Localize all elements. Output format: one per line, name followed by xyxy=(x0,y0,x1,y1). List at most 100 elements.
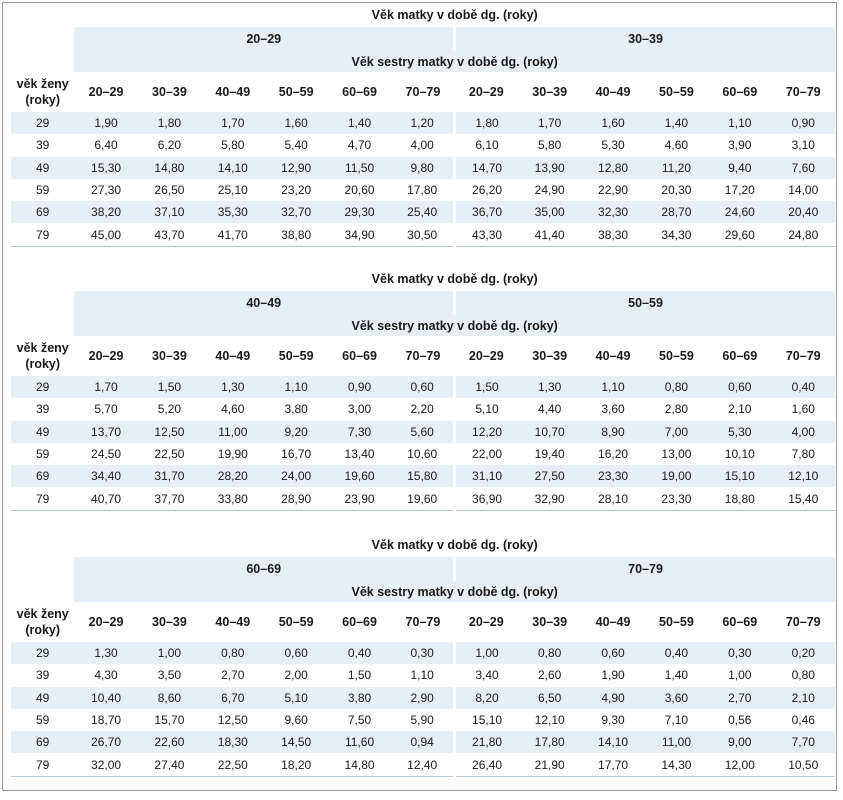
table-cell: 3,60 xyxy=(601,402,625,417)
column-header: 70–79 xyxy=(405,615,441,629)
mother-age-group-left: 20–29 xyxy=(74,27,455,51)
table-cell: 0,60 xyxy=(581,642,645,665)
table-cell: 40,70 xyxy=(74,487,138,511)
table-title: Věk matky v době dg. (roky) xyxy=(371,272,538,286)
table-cell: 0,30 xyxy=(708,642,772,665)
table-cell: 5,60 xyxy=(391,420,455,443)
data-table: Věk matky v době dg. (roky) 20–29 30–39 Věk… xyxy=(11,3,835,247)
table-cell: 38,30 xyxy=(581,223,645,247)
table-cell: 4,00 xyxy=(771,420,835,443)
column-header: 50–59 xyxy=(659,615,694,629)
table-row: 59 24,50 22,50 19,90 16,70 13,40 10,60 22,00 19,… xyxy=(11,442,835,466)
table-cell: 20,40 xyxy=(771,201,835,224)
row-age: 49 xyxy=(11,686,75,709)
column-header: 50–59 xyxy=(278,615,314,629)
row-header-line2: (roky) xyxy=(25,357,61,371)
column-header: 20–29 xyxy=(88,615,124,629)
sister-age-subtitle: Věk sestry matky v době dg. (roky) xyxy=(74,581,835,602)
table-cell: 2,70 xyxy=(221,668,245,683)
table-title: Věk matky v době dg. (roky) xyxy=(371,538,538,552)
row-header-line1: věk ženy xyxy=(16,77,69,91)
table-cell: 28,10 xyxy=(581,487,645,511)
table-cell: 1,00 xyxy=(728,668,752,683)
mother-age-group-left: 40–49 xyxy=(74,291,455,315)
table-row: 49 13,70 12,50 11,00 9,20 7,30 5,60 12,20 10,70 8… xyxy=(11,420,835,443)
table-cell: 5,30 xyxy=(708,420,772,443)
table-cell: 31,70 xyxy=(137,465,202,488)
table-cell: 9,60 xyxy=(284,713,308,728)
row-age: 39 xyxy=(36,668,50,683)
table-cell: 0,60 xyxy=(264,642,328,665)
sister-age-subtitle: Věk sestry matky v době dg. (roky) xyxy=(74,51,835,72)
table-cell: 32,90 xyxy=(518,487,582,511)
column-header: 60–69 xyxy=(342,85,377,99)
table-cell: 13,70 xyxy=(74,420,138,443)
table-cell: 24,00 xyxy=(264,465,328,488)
table-cell: 21,80 xyxy=(453,731,518,754)
row-age: 69 xyxy=(11,731,75,754)
table-cell: 5,10 xyxy=(264,686,328,709)
table-cell: 3,40 xyxy=(453,664,518,687)
table-cell: 7,50 xyxy=(347,713,372,728)
column-header: 50–59 xyxy=(659,85,694,99)
table-cell: 14,80 xyxy=(137,156,202,179)
table-cell: 1,10 xyxy=(264,376,328,399)
table-cell: 43,30 xyxy=(453,223,518,247)
row-age: 39 xyxy=(36,402,50,417)
table-cell: 45,00 xyxy=(74,223,138,247)
table-cell: 0,80 xyxy=(518,642,582,665)
table-cell: 12,10 xyxy=(534,713,565,728)
column-header: 30–39 xyxy=(532,615,568,629)
table-cell: 10,10 xyxy=(724,447,755,462)
table-cell: 27,40 xyxy=(137,753,202,777)
row-age: 59 xyxy=(36,713,50,728)
table-cell: 11,20 xyxy=(644,156,709,179)
table-cell: 13,00 xyxy=(661,447,692,462)
table-cell: 0,60 xyxy=(391,376,455,399)
table-cell: 3,80 xyxy=(327,686,392,709)
table-row: 79 40,70 37,70 33,80 28,90 23,90 19,60 36,90 32,… xyxy=(11,487,835,511)
table-cell: 32,30 xyxy=(581,201,645,224)
table-cell: 7,30 xyxy=(327,420,392,443)
row-age: 59 xyxy=(36,447,50,462)
table-cell: 1,00 xyxy=(137,642,202,665)
column-header: 20–29 xyxy=(468,349,504,363)
table-cell: 3,90 xyxy=(728,138,752,153)
column-header: 60–69 xyxy=(722,85,758,99)
row-age: 79 xyxy=(11,487,75,511)
table-cell: 4,70 xyxy=(347,138,372,153)
table-cell: 22,00 xyxy=(453,442,518,466)
table-cell: 11,60 xyxy=(327,731,392,754)
table-cell: 19,60 xyxy=(327,465,392,488)
table-cell: 18,30 xyxy=(201,731,265,754)
row-age: 29 xyxy=(11,376,75,399)
table-cell: 20,60 xyxy=(344,183,375,198)
table-cell: 1,50 xyxy=(137,376,202,399)
table-row: 49 15,30 14,80 14,10 12,90 11,50 9,80 14,70 13,9… xyxy=(11,156,835,179)
table-cell: 10,40 xyxy=(74,686,138,709)
table-row: 69 26,70 22,60 18,30 14,50 11,60 0,94 21,80 17,8… xyxy=(11,731,835,754)
row-age: 49 xyxy=(11,156,75,179)
table-cell: 17,20 xyxy=(724,183,755,198)
row-header-line2: (roky) xyxy=(25,623,61,637)
table-cell: 3,50 xyxy=(157,668,182,683)
table-cell: 3,60 xyxy=(644,686,709,709)
column-header: 50–59 xyxy=(278,349,314,363)
table-cell: 18,80 xyxy=(708,487,772,511)
column-header: 70–79 xyxy=(785,85,821,99)
table-row: 39 6,40 6,20 5,80 5,40 4,70 4,00 6,10 5,80 5,30 4,… xyxy=(11,134,835,157)
row-age: 29 xyxy=(11,112,75,135)
table-cell: 5,30 xyxy=(601,138,625,153)
table-cell: 16,20 xyxy=(598,447,629,462)
table-row: 79 32,00 27,40 22,50 18,20 14,80 12,40 26,40 21,… xyxy=(11,753,835,777)
table-cell: 0,40 xyxy=(644,642,709,665)
table-row: 39 5,70 5,20 4,60 3,80 3,00 2,20 5,10 4,40 3,60 2,… xyxy=(11,398,835,421)
table-cell: 12,50 xyxy=(217,713,248,728)
block-1: Věk matky v době dg. (roky) 20–29 30–39 Věk… xyxy=(11,3,835,247)
table-cell: 12,50 xyxy=(137,420,202,443)
table-cell: 22,90 xyxy=(598,183,629,198)
table-cell: 19,00 xyxy=(644,465,709,488)
table-cell: 23,20 xyxy=(281,183,312,198)
mother-age-group-right: 30–39 xyxy=(453,27,835,51)
table-cell: 22,50 xyxy=(201,753,265,777)
